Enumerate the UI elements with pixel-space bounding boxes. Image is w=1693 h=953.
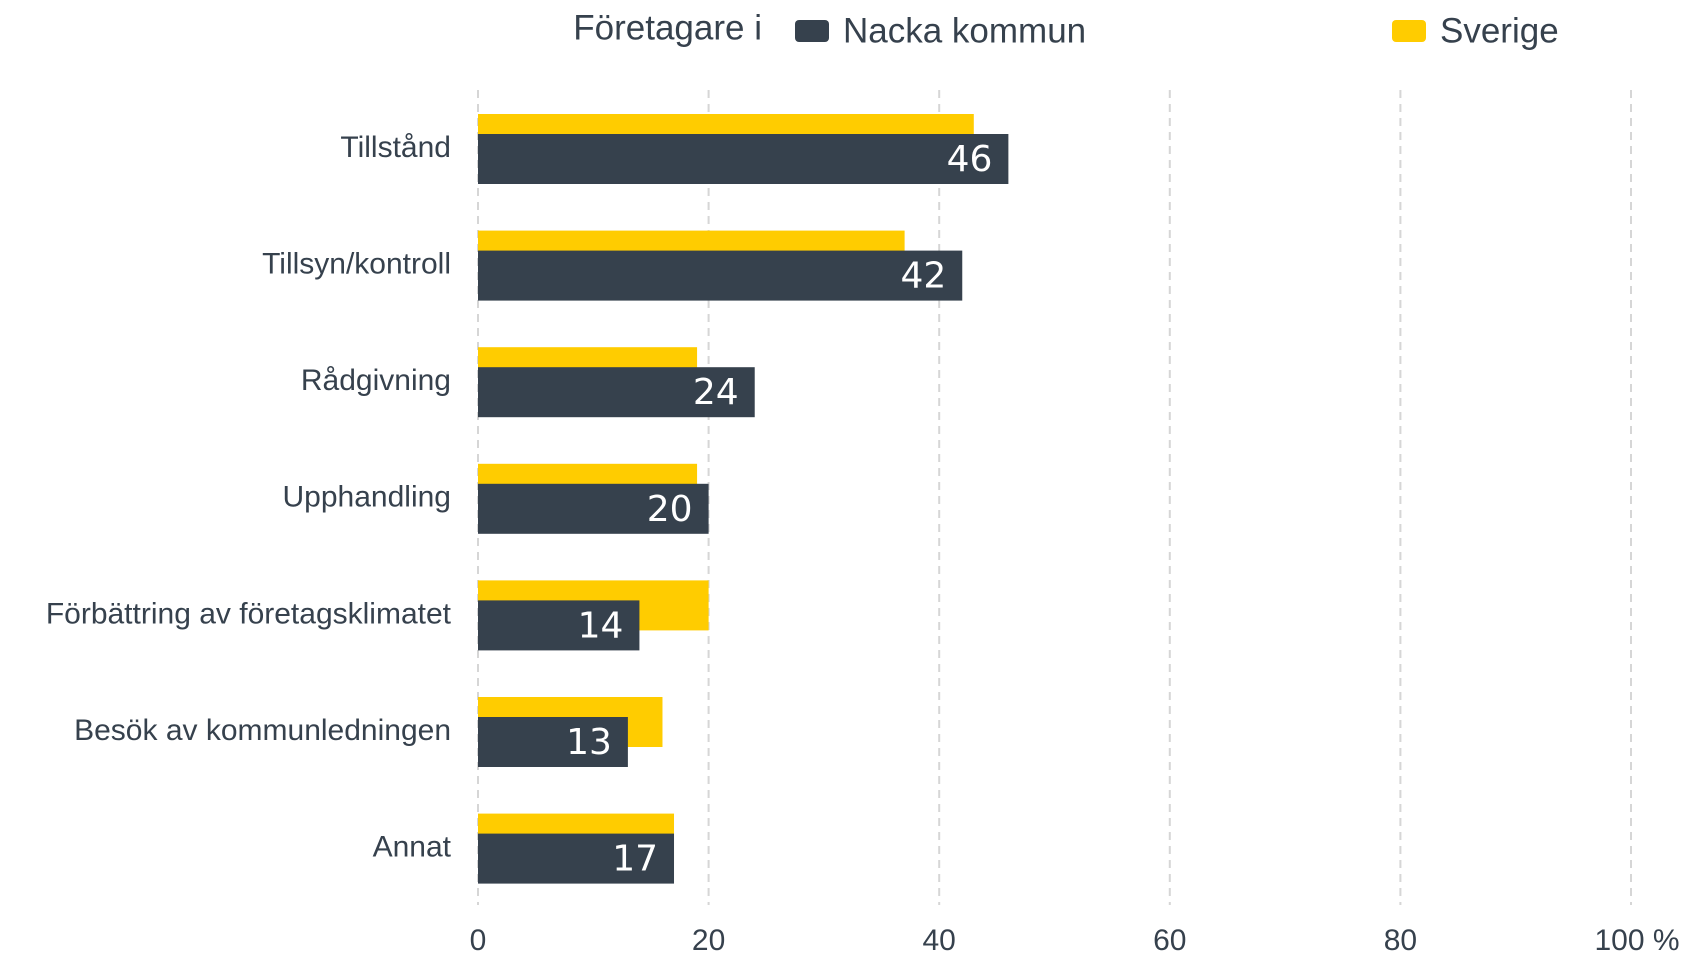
bar bbox=[478, 483, 709, 534]
y-tick-label: Tillsyn/kontroll bbox=[262, 248, 451, 281]
data-label: 14 bbox=[578, 605, 624, 646]
bar bbox=[478, 717, 628, 767]
y-tick-label: Förbättring av företagsklimatet bbox=[46, 597, 452, 630]
legend-swatch bbox=[1392, 20, 1426, 42]
legend-label: Sverige bbox=[1440, 11, 1559, 50]
x-tick-label: 40 bbox=[923, 924, 956, 953]
y-tick-label: Tillstånd bbox=[340, 131, 451, 164]
data-label: 13 bbox=[566, 722, 612, 763]
bar bbox=[478, 600, 640, 651]
x-tick-label: 100 % bbox=[1594, 924, 1679, 953]
legend-swatch bbox=[795, 20, 829, 42]
bar bbox=[478, 250, 963, 301]
data-label: 42 bbox=[900, 256, 946, 297]
x-tick-label: 60 bbox=[1153, 924, 1186, 953]
y-tick-label: Besök av kommunledningen bbox=[74, 714, 451, 747]
bar bbox=[478, 367, 755, 418]
x-tick-label: 80 bbox=[1384, 924, 1417, 953]
x-tick-label: 20 bbox=[692, 924, 725, 953]
legend-label: Nacka kommun bbox=[843, 11, 1086, 50]
data-label: 46 bbox=[947, 139, 993, 180]
y-tick-label: Rådgivning bbox=[301, 364, 451, 397]
bar bbox=[478, 134, 1009, 184]
data-label: 20 bbox=[647, 489, 693, 530]
legend-title: Företagare i bbox=[573, 8, 762, 47]
y-tick-label: Annat bbox=[373, 831, 452, 864]
bar bbox=[478, 833, 675, 884]
y-tick-label: Upphandling bbox=[283, 481, 451, 514]
data-label: 17 bbox=[612, 839, 658, 880]
x-tick-label: 0 bbox=[470, 924, 487, 953]
data-label: 24 bbox=[693, 372, 739, 413]
